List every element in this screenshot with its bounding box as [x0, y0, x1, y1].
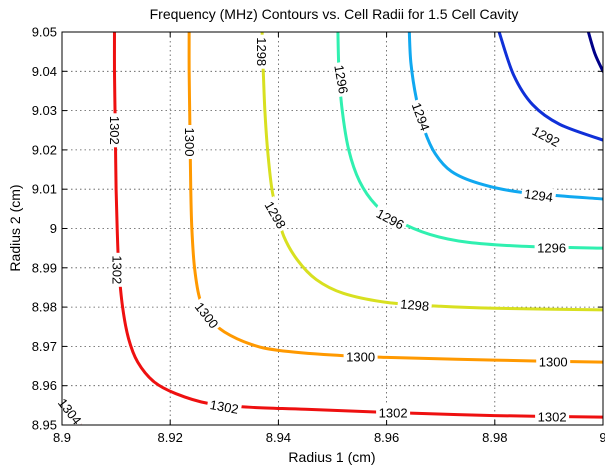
svg-text:1302: 1302 — [209, 397, 240, 417]
y-axis-label: Radius 2 (cm) — [7, 184, 23, 271]
svg-text:1296: 1296 — [331, 64, 351, 95]
svg-text:1298: 1298 — [254, 37, 269, 66]
y-tick-label: 8.99 — [32, 260, 57, 275]
y-tick-label: 9.01 — [32, 182, 57, 197]
contour-line-1292 — [497, 32, 603, 142]
contour-label-1302: 1302 — [535, 408, 570, 425]
contour-label-1300: 1300 — [536, 353, 571, 370]
contour-label-1296: 1296 — [534, 239, 569, 256]
svg-text:1300: 1300 — [346, 350, 375, 365]
axis-ticks: 8.9 8.92 8.94 8.96 8.98 9 8.95 8.96 8.97 8.98 8.99… — [32, 25, 605, 446]
svg-text:1298: 1298 — [400, 296, 430, 313]
svg-text:1300: 1300 — [539, 354, 568, 369]
y-tick-label: 9.05 — [32, 25, 57, 40]
y-tick-label: 8.95 — [32, 418, 57, 433]
svg-text:1296: 1296 — [537, 240, 566, 255]
x-tick-label: 8.96 — [374, 430, 399, 445]
y-tick-label: 8.98 — [32, 300, 57, 315]
contour-label-1296: 1296 — [330, 61, 353, 98]
y-tick-label: 9.04 — [32, 64, 57, 79]
svg-text:1302: 1302 — [110, 255, 125, 284]
contour-label-1294: 1294 — [520, 184, 557, 206]
x-tick-label: 8.92 — [158, 430, 183, 445]
x-tick-label: 8.98 — [482, 430, 507, 445]
grid-lines — [62, 32, 603, 425]
contour-label-1300: 1300 — [343, 348, 378, 365]
contour-label-1300: 1300 — [182, 125, 199, 159]
contour-line-1298 — [260, 32, 603, 312]
x-tick-label: 9 — [599, 430, 605, 445]
contour-label-1302: 1302 — [206, 395, 243, 418]
contour-line-1296 — [336, 32, 603, 250]
svg-text:1302: 1302 — [538, 409, 567, 424]
contour-label-1298: 1298 — [397, 295, 433, 315]
contour-line-1290 — [586, 32, 603, 73]
y-tick-label: 9.03 — [32, 103, 57, 118]
svg-text:1302: 1302 — [379, 405, 408, 420]
contour-line-1294 — [407, 32, 603, 201]
y-tick-label: 9.02 — [32, 142, 57, 157]
x-axis-label: Radius 1 (cm) — [288, 449, 375, 465]
contour-label-1302: 1302 — [109, 252, 126, 287]
contour-label-1302: 1302 — [107, 113, 123, 148]
svg-text:1300: 1300 — [182, 128, 197, 157]
contour-line-1302 — [112, 32, 603, 419]
y-tick-label: 8.97 — [32, 339, 57, 354]
x-tick-label: 8.94 — [266, 430, 291, 445]
svg-text:1302: 1302 — [107, 116, 122, 145]
chart-title: Frequency (MHz) Contours vs. Cell Radii … — [150, 6, 519, 22]
x-tick-label: 8.9 — [53, 430, 71, 445]
contour-label-1302: 1302 — [376, 404, 411, 421]
y-tick-label: 9 — [50, 221, 57, 236]
y-tick-label: 8.96 — [32, 378, 57, 393]
contour-label-1298: 1298 — [254, 34, 271, 69]
svg-text:1294: 1294 — [523, 186, 554, 205]
